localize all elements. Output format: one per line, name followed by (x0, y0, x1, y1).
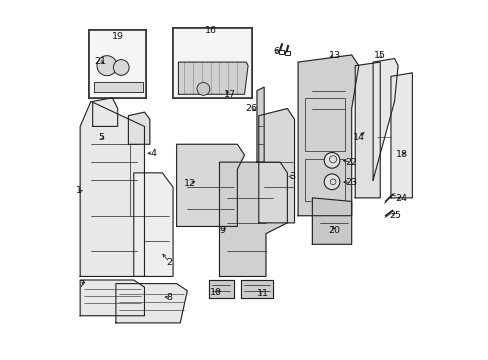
Text: 3: 3 (289, 172, 295, 181)
Text: 16: 16 (204, 26, 216, 35)
Polygon shape (312, 198, 351, 244)
Polygon shape (128, 112, 149, 144)
Polygon shape (298, 55, 358, 216)
Polygon shape (80, 102, 144, 276)
Bar (89, 30, 146, 98)
Text: 8: 8 (166, 293, 172, 302)
Polygon shape (94, 82, 142, 93)
Text: 2: 2 (166, 258, 172, 267)
Text: 20: 20 (327, 225, 339, 234)
Polygon shape (116, 284, 187, 323)
Text: 19: 19 (111, 32, 123, 41)
Bar (278, 50, 283, 54)
Bar (305, 158, 344, 202)
Polygon shape (354, 62, 380, 198)
Polygon shape (178, 62, 247, 94)
Circle shape (324, 174, 339, 190)
Text: 13: 13 (328, 51, 340, 60)
Bar (89, 30, 146, 98)
Text: 4: 4 (150, 149, 156, 158)
Text: 14: 14 (352, 132, 364, 141)
Polygon shape (258, 109, 294, 223)
Bar (173, 28, 251, 98)
Circle shape (324, 153, 339, 168)
Text: 15: 15 (373, 51, 385, 60)
Text: 21: 21 (94, 57, 105, 66)
Polygon shape (257, 87, 264, 162)
Bar (285, 51, 290, 55)
Text: 26: 26 (244, 104, 256, 113)
Bar (305, 98, 344, 152)
Text: 6: 6 (272, 47, 278, 56)
Polygon shape (241, 280, 272, 298)
Text: 23: 23 (345, 178, 357, 187)
Text: 22: 22 (345, 158, 357, 167)
Bar (89, 30, 146, 98)
Bar (173, 28, 251, 98)
Circle shape (97, 56, 117, 76)
Polygon shape (219, 162, 287, 276)
Text: 5: 5 (98, 132, 103, 141)
Text: 25: 25 (388, 211, 401, 220)
Text: 7: 7 (78, 280, 84, 289)
Text: 17: 17 (224, 90, 236, 99)
Text: 11: 11 (257, 289, 268, 298)
Text: 1: 1 (76, 186, 81, 195)
Polygon shape (372, 59, 397, 180)
Polygon shape (80, 280, 144, 316)
Circle shape (197, 82, 209, 95)
Text: 10: 10 (209, 288, 222, 297)
Polygon shape (176, 144, 244, 226)
Text: 9: 9 (219, 225, 224, 234)
Bar (173, 28, 251, 98)
Text: 12: 12 (184, 179, 196, 188)
Polygon shape (134, 173, 173, 276)
Polygon shape (93, 98, 118, 126)
Polygon shape (208, 280, 233, 298)
Text: 24: 24 (395, 194, 407, 203)
Circle shape (113, 60, 129, 75)
Polygon shape (390, 73, 411, 198)
Text: 18: 18 (395, 150, 407, 159)
